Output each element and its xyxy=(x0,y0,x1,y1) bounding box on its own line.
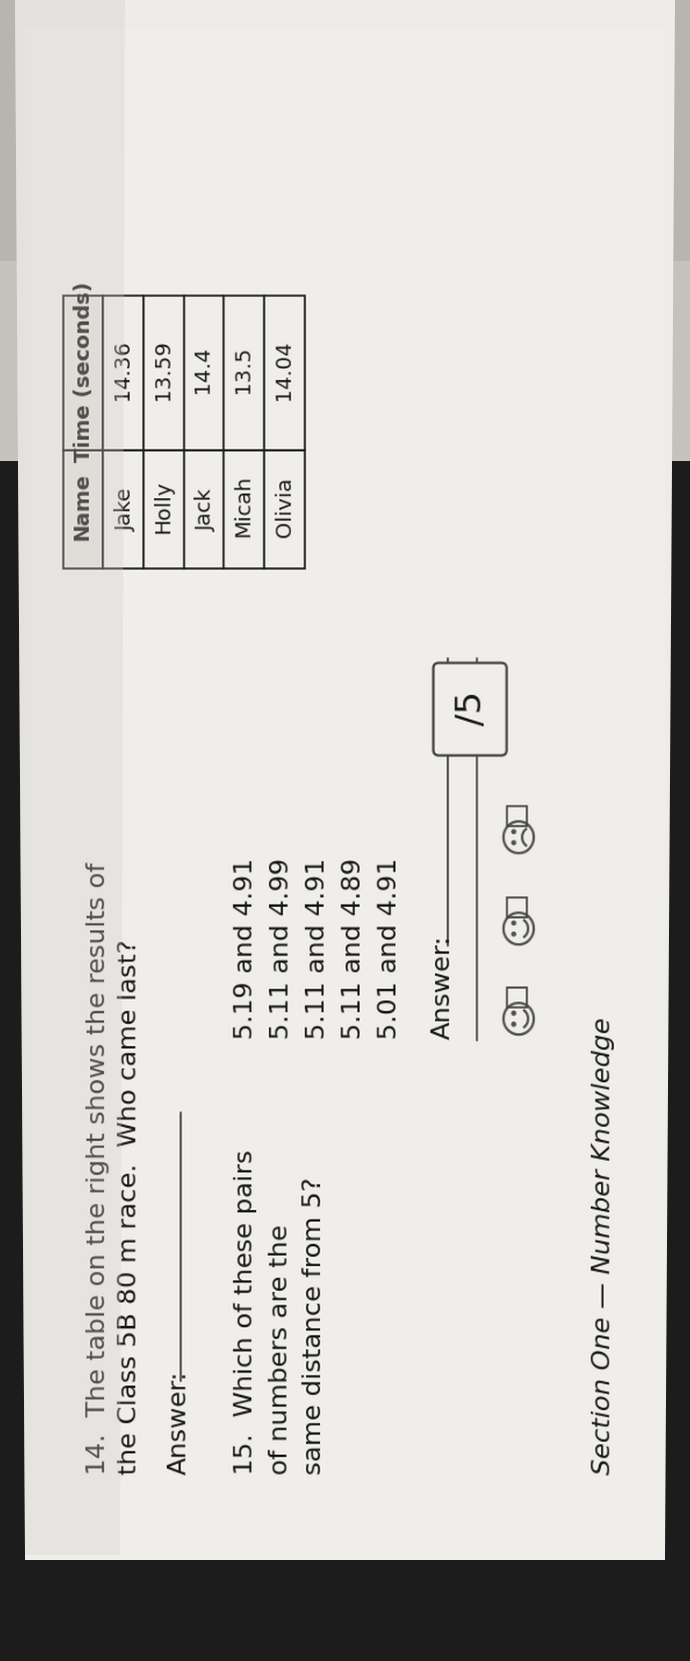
Polygon shape xyxy=(15,0,675,1555)
Bar xyxy=(0,261,690,462)
Bar xyxy=(0,0,690,261)
Polygon shape xyxy=(15,0,125,1555)
